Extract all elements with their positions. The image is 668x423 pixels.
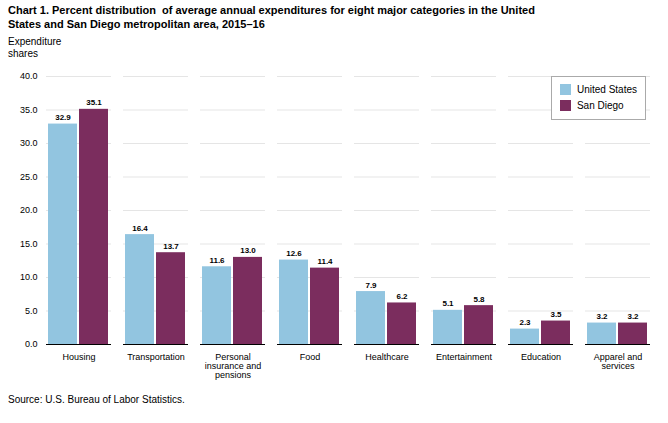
html-text:San Diego: San Diego bbox=[577, 99, 624, 111]
svg-text:Food: Food bbox=[300, 351, 321, 361]
svg-text:Personalinsurance andpensions: Personalinsurance andpensions bbox=[205, 351, 262, 379]
svg-text:16.4: 16.4 bbox=[132, 223, 148, 232]
svg-text:5.0: 5.0 bbox=[25, 305, 38, 315]
svg-text:35.1: 35.1 bbox=[86, 98, 102, 107]
svg-text:Entertainment: Entertainment bbox=[436, 351, 493, 361]
svg-text:15.0: 15.0 bbox=[20, 238, 38, 248]
svg-text:32.9: 32.9 bbox=[55, 113, 71, 122]
svg-text:6.2: 6.2 bbox=[396, 291, 408, 300]
svg-text:0.0: 0.0 bbox=[25, 339, 38, 349]
svg-text:13.0: 13.0 bbox=[240, 246, 256, 255]
svg-text:40.0: 40.0 bbox=[20, 71, 38, 81]
svg-text:3.2: 3.2 bbox=[596, 312, 608, 321]
svg-text:11.6: 11.6 bbox=[209, 255, 225, 264]
svg-text:7.9: 7.9 bbox=[365, 280, 377, 289]
svg-text:25.0: 25.0 bbox=[20, 171, 38, 181]
svg-text:Housing: Housing bbox=[62, 351, 95, 361]
svg-text:35.0: 35.0 bbox=[20, 104, 38, 114]
html-text:Expenditure shares: Expenditure shares bbox=[8, 35, 62, 59]
svg-text:11.4: 11.4 bbox=[317, 257, 333, 266]
html-text:United States: United States bbox=[577, 83, 637, 95]
svg-text:Transportation: Transportation bbox=[127, 351, 185, 361]
svg-text:30.0: 30.0 bbox=[20, 138, 38, 148]
svg-text:2.3: 2.3 bbox=[519, 318, 531, 327]
svg-text:13.7: 13.7 bbox=[163, 241, 179, 250]
svg-text:Education: Education bbox=[521, 351, 561, 361]
svg-text:Healthcare: Healthcare bbox=[365, 351, 409, 361]
svg-text:5.1: 5.1 bbox=[442, 299, 454, 308]
svg-text:10.0: 10.0 bbox=[20, 272, 38, 282]
svg-text:3.5: 3.5 bbox=[550, 310, 562, 319]
svg-text:12.6: 12.6 bbox=[286, 249, 302, 258]
svg-text:Apparel andservices: Apparel andservices bbox=[594, 351, 643, 370]
svg-text:3.2: 3.2 bbox=[627, 312, 639, 321]
svg-text:5.8: 5.8 bbox=[473, 294, 485, 303]
svg-text:20.0: 20.0 bbox=[20, 205, 38, 215]
html-text:Chart 1. Percent distribution: Chart 1. Percent distribution of average… bbox=[8, 4, 535, 30]
html-text:Source: U.S. Bureau of Labor S: Source: U.S. Bureau of Labor Statistics. bbox=[8, 393, 185, 405]
